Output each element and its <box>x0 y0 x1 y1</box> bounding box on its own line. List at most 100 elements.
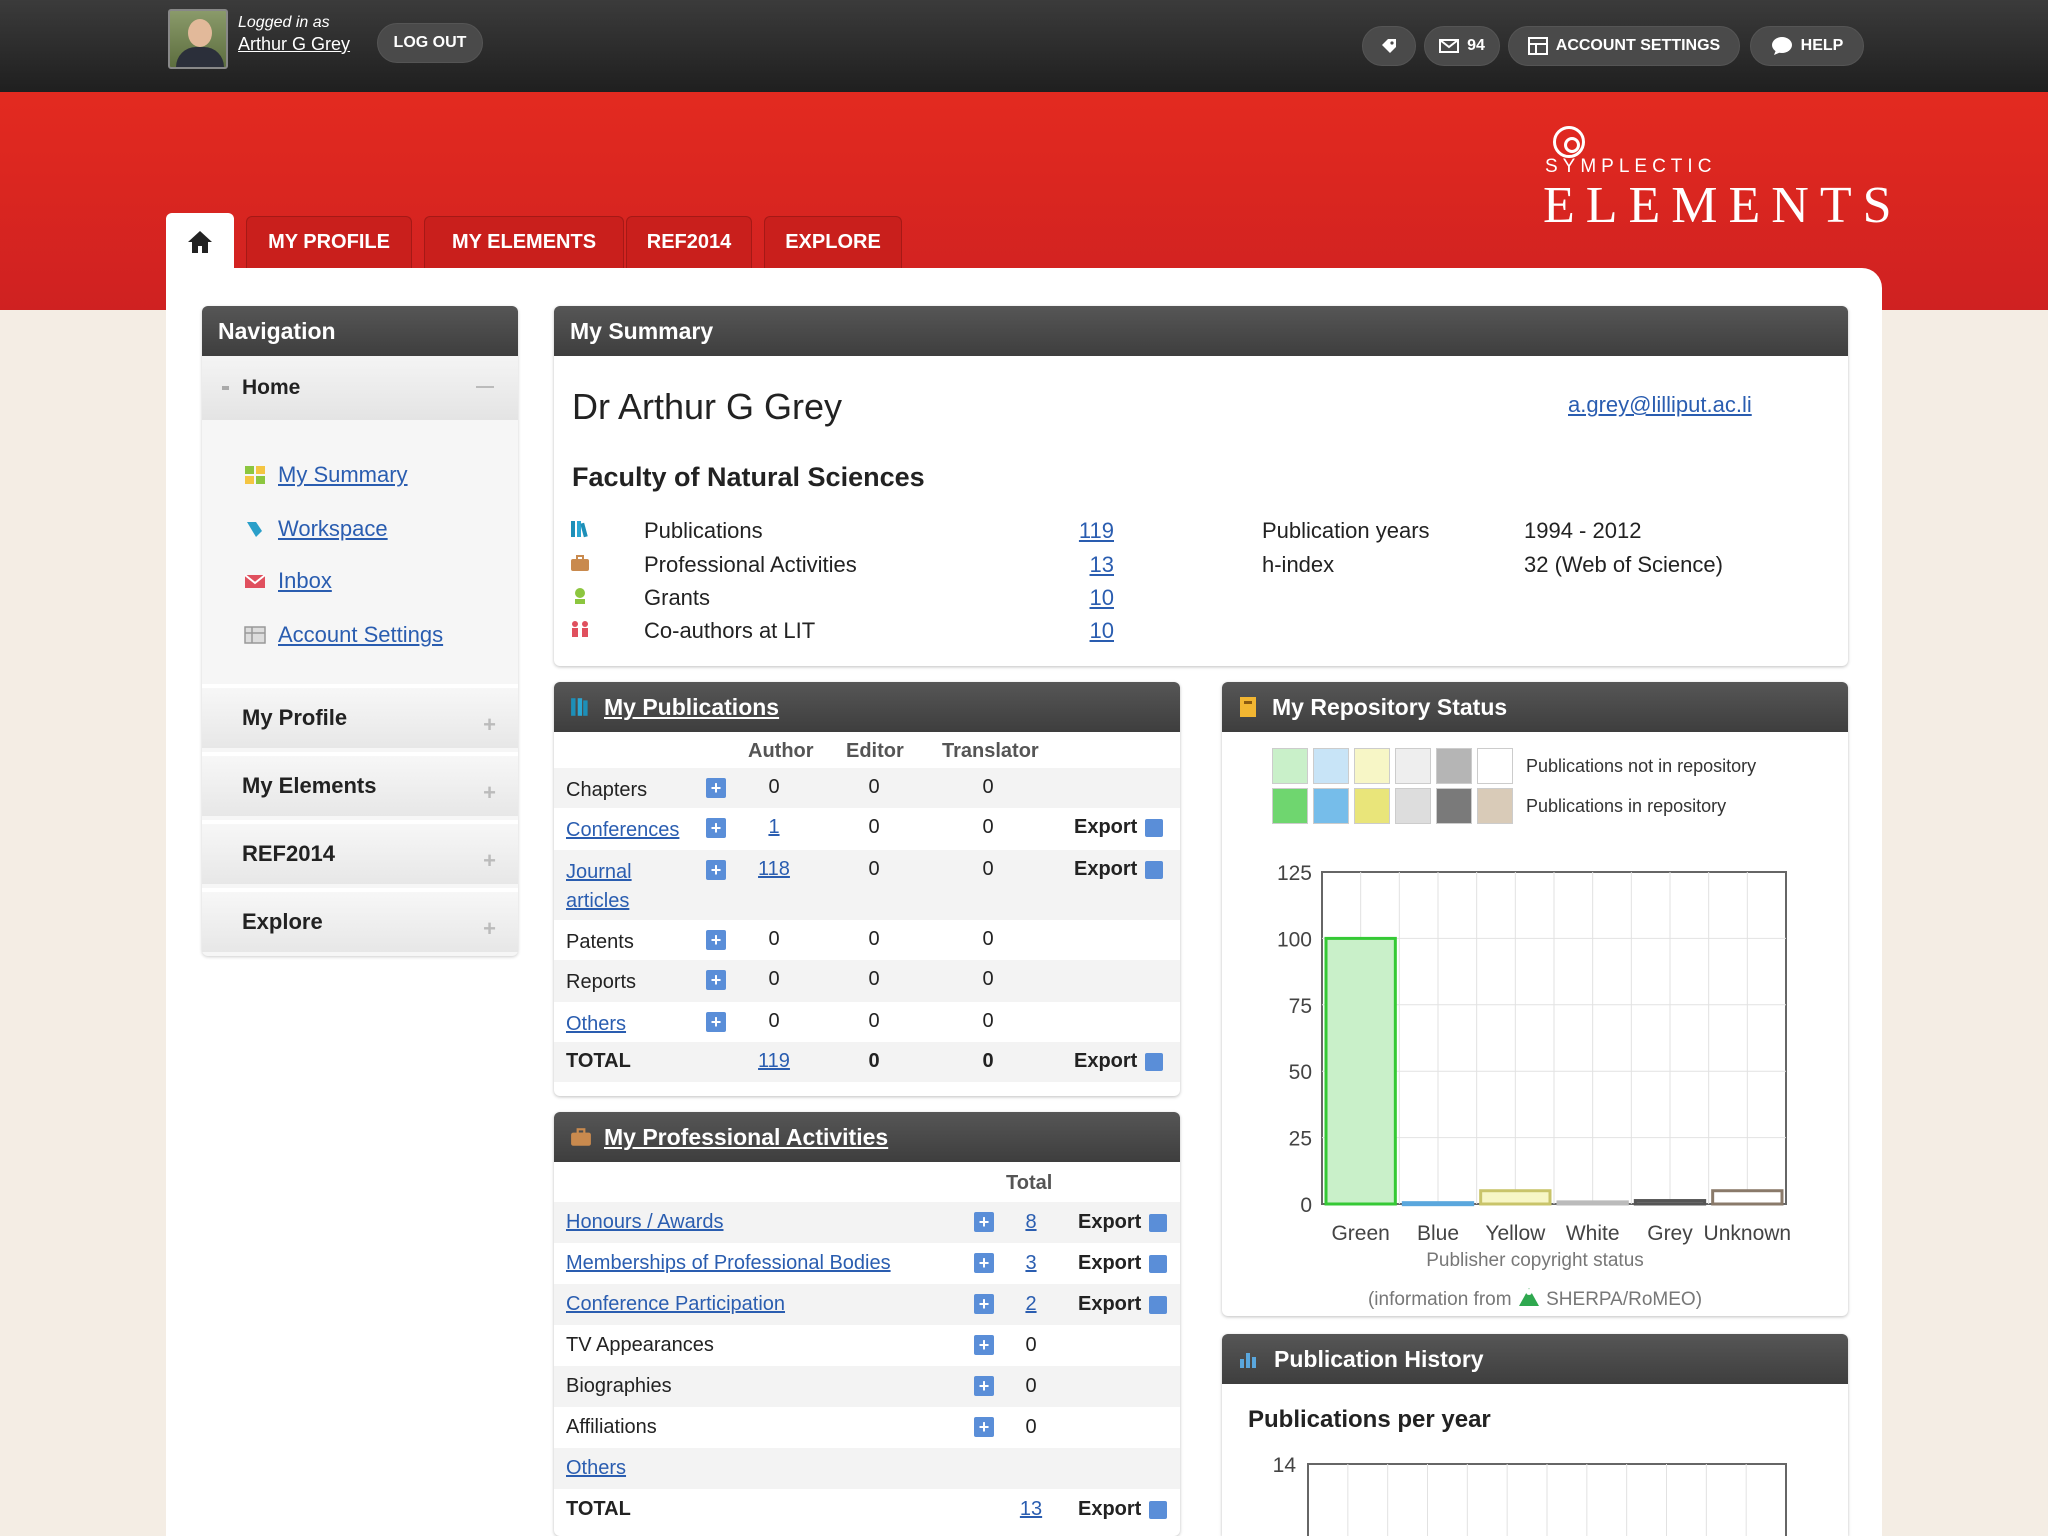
inbox-button[interactable]: 94 <box>1424 26 1500 66</box>
add-icon[interactable]: + <box>706 778 726 798</box>
account-settings-button[interactable]: ACCOUNT SETTINGS <box>1508 26 1740 66</box>
publications-title-link[interactable]: My Publications <box>604 693 780 720</box>
activity-total: 0 <box>1025 1375 1037 1397</box>
add-icon[interactable]: + <box>974 1294 994 1314</box>
publication-type[interactable]: Conferences <box>566 819 680 841</box>
collapse-icon[interactable] <box>476 386 494 388</box>
expand-icon[interactable]: + <box>483 848 496 873</box>
author-count: 0 <box>768 968 780 990</box>
export-button[interactable]: Export <box>1078 1293 1168 1316</box>
repository-icon <box>1240 697 1256 717</box>
legend-swatch <box>1436 788 1472 824</box>
logout-button[interactable]: LOG OUT <box>377 23 483 63</box>
tab-ref2014[interactable]: REF2014 <box>626 216 752 268</box>
export-label: Export <box>1078 1211 1142 1233</box>
export-icon <box>1149 1254 1168 1273</box>
help-button[interactable]: HELP <box>1750 26 1864 66</box>
activity-type[interactable]: Conference Participation <box>566 1293 786 1315</box>
export-button[interactable]: Export <box>1074 1050 1164 1073</box>
nav-home[interactable]: Home <box>202 356 518 420</box>
nav-my-summary[interactable]: My Summary <box>244 458 408 492</box>
activity-type[interactable]: Honours / Awards <box>566 1211 724 1233</box>
y-tick-label: 100 <box>1277 928 1312 951</box>
email-link[interactable]: a.grey@lilliput.ac.li <box>1568 392 1752 417</box>
export-button[interactable]: Export <box>1074 816 1164 839</box>
add-icon[interactable]: + <box>974 1335 994 1355</box>
source-name: SHERPA/RoMEO) <box>1546 1289 1703 1310</box>
nav-inbox[interactable]: Inbox <box>244 564 332 598</box>
add-icon[interactable]: + <box>706 970 726 990</box>
total-author-link[interactable]: 119 <box>758 1050 790 1072</box>
stat-row: Professional Activities 13 <box>554 550 1114 580</box>
legend-swatch <box>1395 748 1431 784</box>
logged-in-user-link[interactable]: Arthur G Grey <box>238 34 351 54</box>
tab-my-profile[interactable]: MY PROFILE <box>246 216 412 268</box>
translator-count: 0 <box>982 858 994 880</box>
add-icon[interactable]: + <box>706 930 726 950</box>
author-count[interactable]: 118 <box>758 858 790 880</box>
export-button[interactable]: Export <box>1078 1211 1168 1234</box>
publication-type[interactable]: Others <box>566 1013 627 1035</box>
nav-section-ref2014[interactable]: REF2014 + <box>202 820 518 884</box>
help-label: HELP <box>1800 37 1844 54</box>
stat-value-link[interactable]: 13 <box>1089 552 1114 577</box>
activity-type[interactable]: Memberships of Professional Bodies <box>566 1252 891 1274</box>
expand-icon[interactable]: + <box>483 916 496 941</box>
activity-total[interactable]: 3 <box>1025 1252 1037 1274</box>
activity-total[interactable]: 2 <box>1025 1293 1037 1315</box>
expand-icon[interactable]: + <box>483 712 496 737</box>
translator-count: 0 <box>982 968 994 990</box>
add-icon[interactable]: + <box>706 860 726 880</box>
export-button[interactable]: Export <box>1078 1252 1168 1275</box>
export-button[interactable]: Export <box>1078 1498 1168 1521</box>
table-row: Chapters +0 0 0 <box>554 768 1180 808</box>
bar-yellow <box>1479 1189 1552 1206</box>
activity-total[interactable]: 8 <box>1025 1211 1037 1233</box>
export-label: Export <box>1078 1498 1142 1520</box>
tag-button[interactable] <box>1362 26 1416 66</box>
tab-explore[interactable]: EXPLORE <box>764 216 902 268</box>
brand-name-large: ELEMENTS <box>1543 177 1903 234</box>
nav-section-my-elements[interactable]: My Elements + <box>202 752 518 816</box>
nav-home-label: Home <box>242 376 301 399</box>
add-icon[interactable]: + <box>974 1253 994 1273</box>
editor-count: 0 <box>868 776 880 798</box>
avatar[interactable] <box>168 9 228 69</box>
publication-type: Chapters <box>566 779 648 801</box>
nav-account-settings[interactable]: Account Settings <box>244 618 443 652</box>
add-icon[interactable]: + <box>706 1012 726 1032</box>
nav-workspace[interactable]: Workspace <box>244 512 388 546</box>
publication-type: Reports <box>566 971 637 993</box>
publication-type[interactable]: Journal articles <box>566 861 632 912</box>
history-chart: 1214 <box>1273 1454 1787 1536</box>
column-header: Translator <box>942 740 1039 762</box>
nav-section-explore[interactable]: Explore + <box>202 888 518 952</box>
table-row: Biographies +0 <box>554 1366 1180 1407</box>
expand-icon[interactable]: + <box>483 780 496 805</box>
add-icon[interactable]: + <box>974 1417 994 1437</box>
author-count[interactable]: 1 <box>768 816 780 838</box>
meta-row: Publication years 1994 - 2012 <box>1262 518 1641 544</box>
settings-grid-icon <box>244 626 266 644</box>
add-icon[interactable]: + <box>974 1376 994 1396</box>
stat-value-link[interactable]: 119 <box>1078 518 1114 543</box>
stat-value-link[interactable]: 10 <box>1089 585 1114 610</box>
total-value-link[interactable]: 13 <box>1019 1498 1043 1520</box>
books-icon <box>571 698 588 716</box>
add-icon[interactable]: + <box>974 1212 994 1232</box>
activity-type[interactable]: Others <box>566 1457 627 1479</box>
activities-title-link[interactable]: My Professional Activities <box>604 1123 889 1150</box>
legend-swatch <box>1436 748 1472 784</box>
tab-my-elements[interactable]: MY ELEMENTS <box>424 216 624 268</box>
add-icon[interactable]: + <box>706 818 726 838</box>
nav-section-my-profile[interactable]: My Profile + <box>202 684 518 748</box>
activity-total: 0 <box>1025 1416 1037 1438</box>
pin-icon <box>247 522 262 537</box>
briefcase-icon <box>571 1128 591 1146</box>
stat-value-link[interactable]: 10 <box>1089 618 1114 643</box>
activities-panel: My Professional Activities Total Honours… <box>554 1112 1180 1536</box>
author-count: 0 <box>768 928 780 950</box>
tab-home[interactable] <box>166 213 234 271</box>
export-button[interactable]: Export <box>1074 858 1164 881</box>
repository-header: My Repository Status <box>1222 682 1848 732</box>
